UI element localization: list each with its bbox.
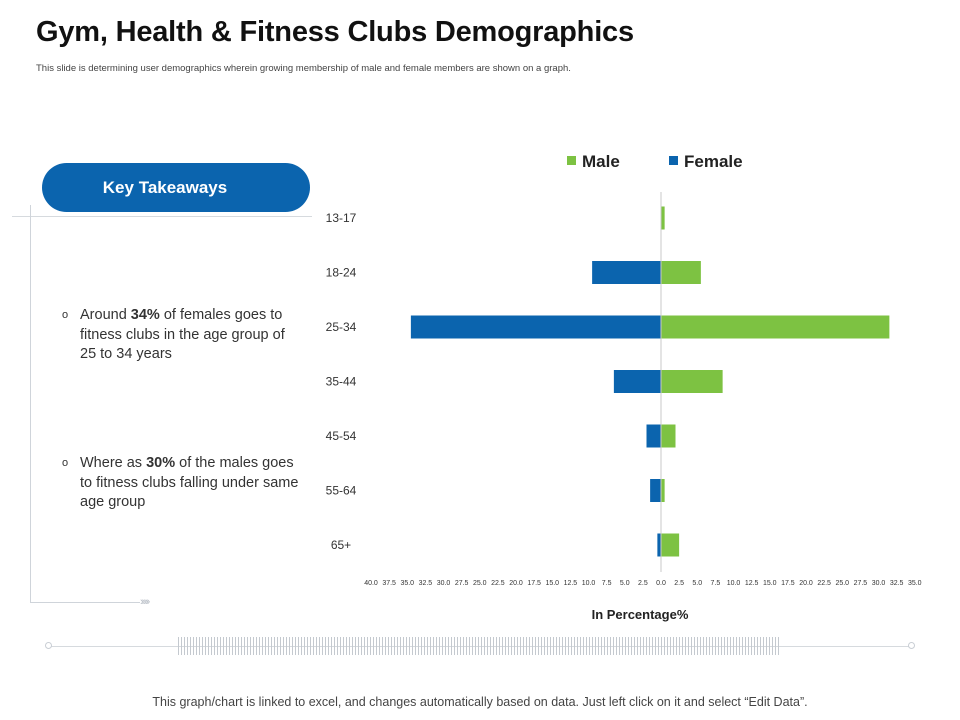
bar-male [661, 315, 890, 339]
bar-male [661, 370, 723, 393]
circle-bullet-icon: o [62, 457, 69, 469]
category-label: 13-17 [326, 211, 357, 225]
category-label: 65+ [331, 538, 351, 552]
key-takeaways-heading: Key Takeaways [42, 163, 310, 212]
x-tick-label: 32.5 [890, 580, 904, 587]
x-tick-label: 12.5 [745, 580, 759, 587]
divider-dot-left [45, 642, 52, 649]
x-axis-title: In Percentage% [592, 607, 689, 622]
takeaway-item-2: o Where as 30% of the males goes to fitn… [62, 454, 302, 513]
bar-female [613, 370, 661, 393]
page-subtitle: This slide is determining user demograph… [36, 63, 571, 74]
x-tick-label: 10.0 [582, 580, 596, 587]
x-tick-label: 5.0 [620, 580, 630, 587]
bar-male [661, 206, 665, 230]
x-tick-label: 32.5 [419, 580, 433, 587]
x-tick-label: 17.5 [527, 580, 541, 587]
takeaway-text-pre: Around [80, 307, 131, 323]
x-tick-label: 30.0 [437, 580, 451, 587]
category-label: 35-44 [326, 375, 357, 389]
bar-female [657, 533, 661, 557]
decorative-hatch-bar [178, 637, 780, 655]
x-tick-label: 30.0 [872, 580, 886, 587]
chevron-arrows-icon: ››››› [140, 596, 150, 608]
x-tick-label: 15.0 [545, 580, 559, 587]
x-tick-label: 2.5 [638, 580, 648, 587]
x-tick-label: 27.5 [854, 580, 868, 587]
bar-male [661, 533, 680, 557]
x-tick-label: 37.5 [382, 580, 396, 587]
category-label: 18-24 [326, 266, 357, 280]
takeaway-item-1: o Around 34% of females goes to fitness … [62, 306, 302, 365]
population-pyramid-chart: Male Female 13-17 18-24 25-34 35-44 45-54 55-64… [326, 152, 922, 622]
x-tick-label: 2.5 [674, 580, 684, 587]
category-label: 25-34 [326, 320, 357, 334]
x-tick-label: 7.5 [711, 580, 721, 587]
x-tick-label: 15.0 [763, 580, 777, 587]
category-label: 55-64 [326, 484, 357, 498]
x-tick-label: 25.0 [835, 580, 849, 587]
x-tick-label: 22.5 [817, 580, 831, 587]
panel-bottom-border [30, 602, 140, 603]
takeaway-text-post: of the males goes to fitness clubs falli… [80, 455, 299, 510]
x-tick-label: 10.0 [727, 580, 741, 587]
panel-left-border [30, 205, 31, 603]
bar-male [661, 424, 676, 448]
x-tick-label: 17.5 [781, 580, 795, 587]
legend-label-female: Female [684, 152, 743, 171]
takeaway-text-post: of females goes to fitness clubs in the … [80, 307, 285, 362]
legend-label-male: Male [582, 152, 620, 171]
x-tick-label: 40.0 [364, 580, 378, 587]
bar-female [650, 479, 661, 502]
x-tick-label: 5.0 [692, 580, 702, 587]
circle-bullet-icon: o [62, 309, 69, 321]
panel-top-divider [12, 216, 312, 217]
x-tick-label: 0.0 [656, 580, 666, 587]
divider-dot-right [908, 642, 915, 649]
takeaway-highlight: 34% [130, 307, 160, 323]
takeaway-highlight: 30% [146, 455, 176, 471]
bar-female [646, 424, 661, 448]
bar-female [592, 261, 661, 284]
bar-male [661, 261, 701, 284]
x-tick-label: 12.5 [564, 580, 578, 587]
x-tick-label: 7.5 [602, 580, 612, 587]
x-tick-label: 22.5 [491, 580, 505, 587]
takeaway-text-pre: Where as [80, 455, 147, 471]
bar-female [410, 315, 661, 339]
legend-swatch-male [567, 156, 576, 165]
page-title: Gym, Health & Fitness Clubs Demographics [36, 16, 634, 48]
x-tick-label: 20.0 [509, 580, 523, 587]
bar-male [661, 479, 665, 502]
x-tick-label: 35.0 [400, 580, 414, 587]
x-tick-label: 35.0 [908, 580, 922, 587]
x-tick-label: 27.5 [455, 580, 469, 587]
category-label: 45-54 [326, 429, 357, 443]
legend-swatch-female [669, 156, 678, 165]
x-tick-label: 20.0 [799, 580, 813, 587]
x-tick-label: 25.0 [473, 580, 487, 587]
footer-note: This graph/chart is linked to excel, and… [152, 695, 808, 709]
